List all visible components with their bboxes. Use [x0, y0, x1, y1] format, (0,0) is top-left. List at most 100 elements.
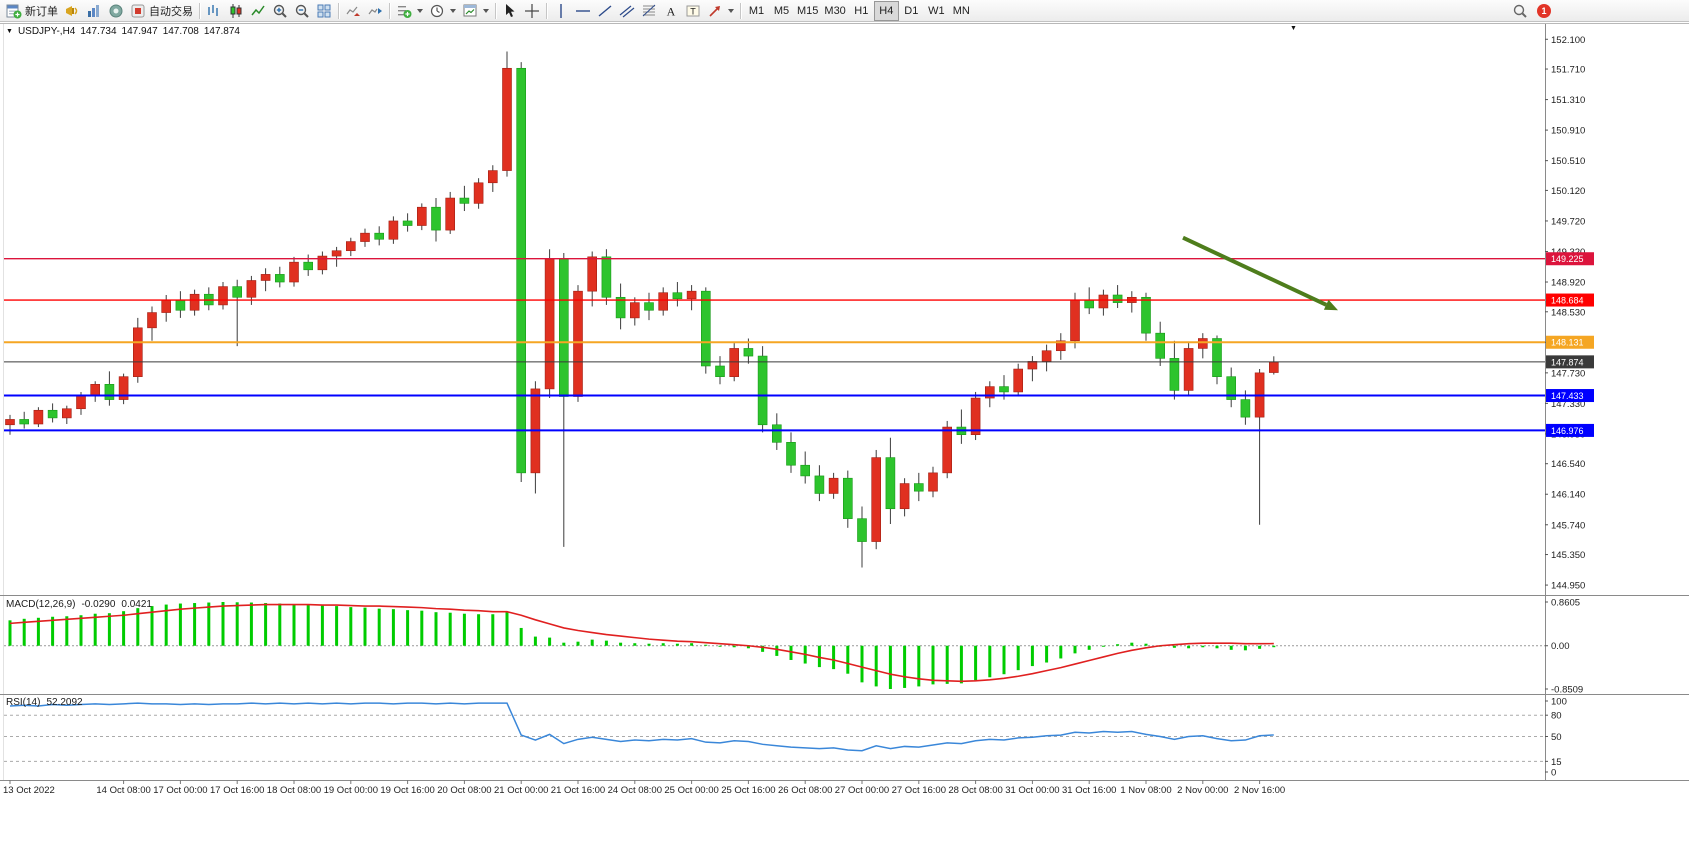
svg-text:24 Oct 08:00: 24 Oct 08:00 — [608, 785, 662, 796]
macd-signal-value: 0.0421 — [121, 599, 152, 610]
timeframe-h1-button[interactable]: H1 — [854, 4, 869, 17]
svg-text:13 Oct 2022: 13 Oct 2022 — [3, 785, 55, 796]
community-button[interactable] — [105, 1, 127, 21]
chart-shift-button[interactable] — [364, 1, 386, 21]
rsi-indicator-label: RSI(14) 52.2092 — [6, 697, 83, 708]
new-order-button[interactable]: 新订单 — [3, 1, 61, 21]
vertical-line-icon — [560, 3, 562, 18]
bar-chart-icon — [208, 4, 218, 16]
dropdown-caret-icon — [450, 8, 456, 13]
tile-windows-icon — [317, 4, 331, 17]
fibonacci-button[interactable] — [638, 1, 660, 21]
horizontal-line-button[interactable] — [572, 1, 594, 21]
hline-149.225[interactable]: 149.225 — [4, 252, 1594, 266]
zoom-out-button[interactable] — [291, 1, 313, 21]
cursor-button[interactable] — [499, 1, 521, 21]
svg-text:146.976: 146.976 — [1551, 426, 1584, 436]
svg-text:147.874: 147.874 — [1551, 357, 1584, 367]
svg-text:T: T — [690, 6, 696, 16]
line-chart-button[interactable] — [247, 1, 269, 21]
hline-146.976[interactable]: 146.976 — [4, 423, 1594, 437]
hline-148.684[interactable]: 148.684 — [4, 293, 1594, 307]
candlesticks — [5, 51, 1279, 568]
svg-text:21 Oct 00:00: 21 Oct 00:00 — [494, 785, 548, 796]
svg-text:A: A — [667, 4, 676, 18]
chart-menu-arrow-icon[interactable]: ▼ — [1290, 25, 1297, 32]
text-label-icon: T — [686, 5, 700, 16]
indicators-button[interactable] — [393, 1, 426, 21]
search-icon[interactable] — [1512, 3, 1528, 19]
low-value: 147.708 — [162, 26, 199, 37]
toolbar-right-cluster: 1 — [1512, 0, 1551, 22]
notification-badge[interactable]: 1 — [1537, 4, 1551, 18]
svg-text:21 Oct 16:00: 21 Oct 16:00 — [551, 785, 605, 796]
svg-text:147.433: 147.433 — [1551, 391, 1584, 401]
timeframes-menu-button[interactable] — [426, 1, 459, 21]
svg-text:148.131: 148.131 — [1551, 338, 1584, 348]
svg-text:50: 50 — [1551, 732, 1562, 743]
channel-icon — [619, 5, 635, 17]
svg-text:152.100: 152.100 — [1551, 35, 1585, 46]
current-price-line-147.874[interactable]: 147.874 — [4, 355, 1594, 369]
timeframe-m30-button[interactable]: M30 — [824, 4, 846, 17]
template-chart-icon — [463, 4, 477, 16]
bar-chart-button[interactable] — [203, 1, 225, 21]
toolbar-separator — [338, 2, 339, 19]
main-toolbar: 新订单 自动交易 — [0, 0, 1689, 22]
new-order-label: 新订单 — [25, 5, 58, 18]
trendline-button[interactable] — [594, 1, 616, 21]
vertical-line-button[interactable] — [550, 1, 572, 21]
symbol-period-label: USDJPY-,H4 — [17, 26, 76, 37]
channel-button[interactable] — [616, 1, 638, 21]
svg-text:2 Nov 16:00: 2 Nov 16:00 — [1234, 785, 1285, 796]
svg-text:26 Oct 08:00: 26 Oct 08:00 — [778, 785, 832, 796]
templates-button[interactable] — [459, 1, 492, 21]
zoom-in-button[interactable] — [269, 1, 291, 21]
svg-text:27 Oct 00:00: 27 Oct 00:00 — [835, 785, 889, 796]
candlestick-chart-button[interactable] — [225, 1, 247, 21]
svg-text:150.910: 150.910 — [1551, 126, 1585, 137]
timeframe-d1-button[interactable]: D1 — [904, 4, 919, 17]
dropdown-caret-icon — [483, 8, 489, 13]
arrows-tool-button[interactable] — [704, 1, 737, 21]
svg-text:145.740: 145.740 — [1551, 520, 1585, 531]
trend-arrow[interactable] — [1182, 235, 1338, 311]
timeframe-mn-button[interactable]: MN — [952, 4, 970, 17]
macd-indicator-label: MACD(12,26,9) -0.0290 0.0421 — [6, 599, 152, 610]
tile-windows-button[interactable] — [313, 1, 335, 21]
toolbar-separator — [199, 2, 200, 19]
price-axis[interactable]: 152.100 151.710 151.310 150.910 150.510 150.1… — [1545, 35, 1585, 592]
crosshair-button[interactable] — [521, 1, 543, 21]
community-icon — [109, 4, 123, 17]
hline-147.433[interactable]: 147.433 — [4, 389, 1594, 403]
quote-dropdown-icon[interactable]: ▼ — [6, 28, 13, 35]
timeframe-m5-button[interactable]: M5 — [773, 4, 790, 17]
svg-text:100: 100 — [1551, 697, 1567, 708]
timeframe-h4-button[interactable]: H4 — [873, 0, 899, 21]
svg-text:14 Oct 08:00: 14 Oct 08:00 — [96, 785, 150, 796]
timeframe-m15-button[interactable]: M15 — [797, 4, 819, 17]
dropdown-caret-icon — [728, 8, 734, 13]
crosshair-icon — [525, 3, 539, 18]
zoom-out-icon — [295, 4, 309, 18]
megaphone-button[interactable] — [61, 1, 83, 21]
svg-text:19 Oct 00:00: 19 Oct 00:00 — [324, 785, 378, 796]
market-depth-button[interactable] — [83, 1, 105, 21]
auto-trading-button[interactable]: 自动交易 — [127, 1, 196, 21]
svg-text:150.120: 150.120 — [1551, 186, 1585, 197]
svg-text:146.140: 146.140 — [1551, 490, 1585, 501]
text-button[interactable]: A — [660, 1, 682, 21]
svg-text:31 Oct 16:00: 31 Oct 16:00 — [1062, 785, 1116, 796]
svg-text:-0.8509: -0.8509 — [1551, 685, 1583, 696]
hline-148.131[interactable]: 148.131 — [4, 335, 1594, 349]
timeframe-w1-button[interactable]: W1 — [928, 4, 945, 17]
timeframe-m1-button[interactable]: M1 — [748, 4, 765, 17]
time-axis[interactable]: 13 Oct 2022 14 Oct 08:00 17 Oct 00:00 17 Oc… — [3, 780, 1285, 796]
svg-text:0.00: 0.00 — [1551, 641, 1570, 652]
auto-trading-icon — [131, 4, 145, 17]
text-label-button[interactable]: T — [682, 1, 704, 21]
svg-text:1 Nov 08:00: 1 Nov 08:00 — [1120, 785, 1171, 796]
trendline-icon — [598, 4, 612, 17]
auto-scroll-button[interactable] — [342, 1, 364, 21]
